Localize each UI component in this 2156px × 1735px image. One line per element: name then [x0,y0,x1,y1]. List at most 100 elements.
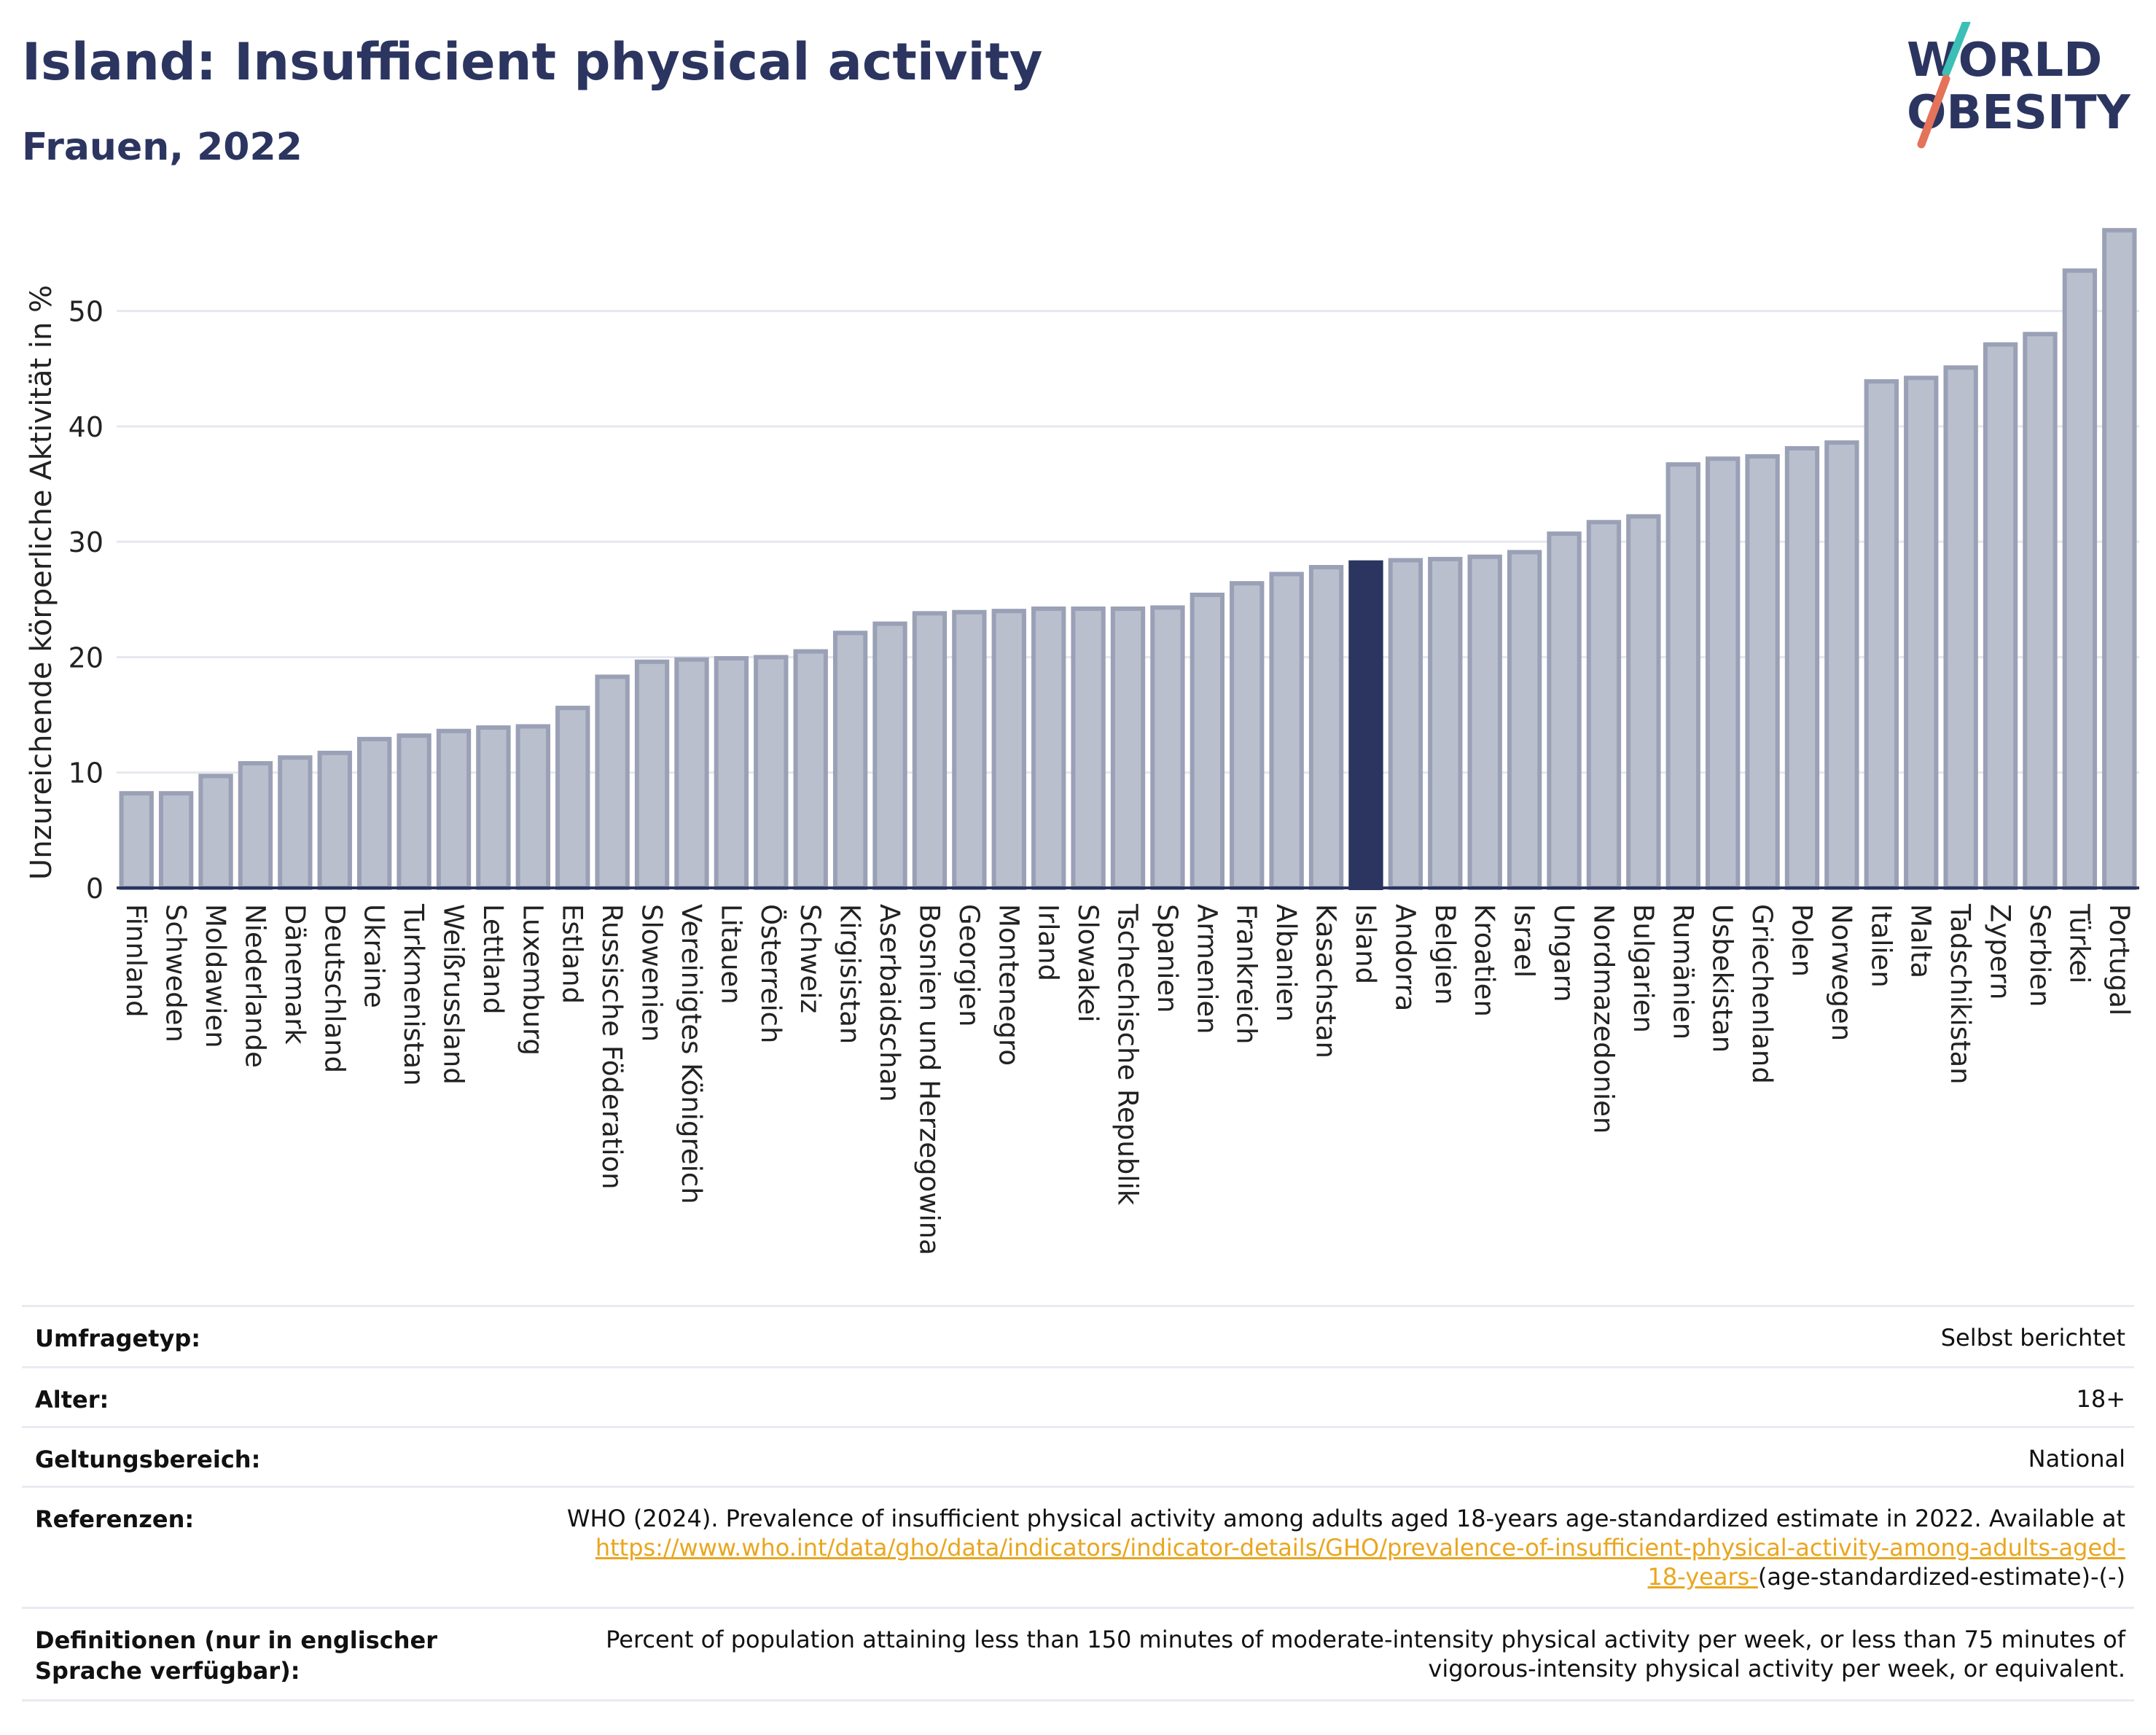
x-tick-label: Island [1350,904,1381,984]
bar [397,733,431,890]
bar [2062,268,2098,891]
y-tick-label: 0 [86,873,103,905]
y-tick-label: 30 [69,526,103,558]
bar [991,609,1026,890]
x-tick-label: Georgien [953,904,985,1027]
bar [1983,342,2018,890]
bar [1626,514,1661,890]
bar [119,791,154,891]
bar [1665,462,1700,891]
x-tick-label: Dänemark [279,904,310,1045]
world-obesity-logo: WORLD OBESITY [1907,22,2130,149]
bar [1230,581,1265,890]
bar [1467,554,1502,890]
x-tick-label: Malta [1905,904,1937,978]
x-tick-label: Slowenien [636,904,668,1042]
x-tick-label: Bulgarien [1628,904,1659,1033]
bar [1784,445,1820,890]
axes: 0 10 20 30 40 50 Finnland Schweden Moldawien Nied… [69,296,2139,1255]
x-tick-label: Griechenland [1746,904,1778,1084]
bar [1190,592,1225,890]
page-title: Island: Insufficient physical activity [22,32,1043,92]
x-tick-label: Usbekistan [1707,904,1738,1053]
x-tick-label: Slowakei [1072,904,1104,1023]
bar [1150,605,1185,890]
x-tick-label: Nordmazedonien [1587,904,1619,1134]
x-tick-label: Litauen [715,904,746,1005]
bar [436,728,472,890]
meta-row-age: Alter: 18+ [22,1366,2134,1426]
reference-link[interactable]: https://www.who.int/data/gho/data/indica… [595,1534,2125,1591]
bar [2023,332,2058,890]
bar [476,725,511,891]
x-tick-label: Niederlande [239,904,270,1068]
bar [1943,365,1978,891]
bar [555,706,590,890]
y-tick-label: 50 [69,296,103,328]
bar [238,761,273,890]
x-tick-label: Norwegen [1826,904,1857,1041]
bar [832,631,868,890]
logo-text-world: WORLD [1907,34,2102,87]
meta-label: Geltungsbereich: [35,1446,261,1473]
x-tick-label: Rumänien [1667,904,1698,1040]
meta-value: National [2028,1445,2125,1473]
bar [1110,606,1146,890]
bar [674,657,709,890]
bar [1864,379,1899,891]
bar [198,773,233,890]
x-tick-label: Spanien [1152,904,1183,1013]
x-tick-label: Portugal [2104,904,2135,1015]
x-tick-label: Zypern [1985,904,2016,1000]
reference-text: WHO (2024). Prevalence of insufficient p… [566,1505,2125,1532]
logo-slash-bottom [1917,74,1950,149]
x-tick-label: Aserbaidschan [874,904,905,1102]
x-tick-label: Italien [1865,904,1897,988]
x-tick-label: Bosnien und Herzegowina [913,904,945,1255]
reference-suffix: (age-standardized-estimate)-(-) [1757,1563,2125,1591]
bar [1586,520,1622,890]
x-tick-label: Schweden [160,904,192,1042]
y-tick-label: 20 [69,642,103,674]
bar [1507,550,1542,890]
x-tick-label: Tadschikistan [1945,903,1976,1085]
bar [1269,572,1304,891]
bar [1547,531,1582,890]
bar [1706,456,1741,890]
bar [1904,375,1939,890]
bar [793,649,828,890]
meta-value: Percent of population attaining less tha… [606,1626,2125,1683]
bar-highlighted [1348,560,1383,890]
meta-row-scope: Geltungsbereich: National [22,1426,2134,1486]
x-tick-label: Armenien [1191,904,1222,1034]
x-tick-label: Türkei [2063,903,2095,983]
page-subtitle: Frauen, 2022 [22,125,302,169]
bar [317,750,352,891]
x-tick-label: Deutschland [319,904,350,1073]
bar [2102,227,2137,891]
x-tick-label: Polen [1786,904,1818,977]
bar [634,659,670,890]
x-tick-label: Moldawien [200,904,231,1048]
bar [1745,454,1780,890]
bar [1388,558,1423,890]
meta-value: Selbst berichtet [1940,1324,2125,1352]
metadata-table: Umfragetyp: Selbst berichtet Alter: 18+ … [22,1305,2134,1701]
x-tick-label: Israel [1509,904,1540,978]
x-tick-label: Tschechische Republik [1112,903,1144,1206]
x-tick-label: Lettland [477,904,509,1015]
bar [357,736,392,891]
x-tick-label: Weißrussland [438,904,469,1085]
meta-label: Referenzen: [35,1505,195,1533]
bar-chart: 0 10 20 30 40 50 Finnland Schweden Moldawien Nied… [25,227,2139,1255]
bar [278,755,313,890]
meta-label: Definitionen (nur in englischer Sprache … [35,1626,437,1685]
meta-row-references: Referenzen: WHO (2024). Prevalence of in… [22,1486,2134,1607]
x-tick-label: Österreich [755,904,786,1043]
meta-value: 18+ [2076,1385,2125,1413]
x-tick-label: Vereinigtes Königreich [676,904,707,1204]
logo-slash-top [1942,22,1971,77]
x-tick-label: Serbien [2024,904,2055,1007]
y-tick-label: 40 [69,411,103,443]
x-tick-label: Albanien [1270,904,1302,1022]
